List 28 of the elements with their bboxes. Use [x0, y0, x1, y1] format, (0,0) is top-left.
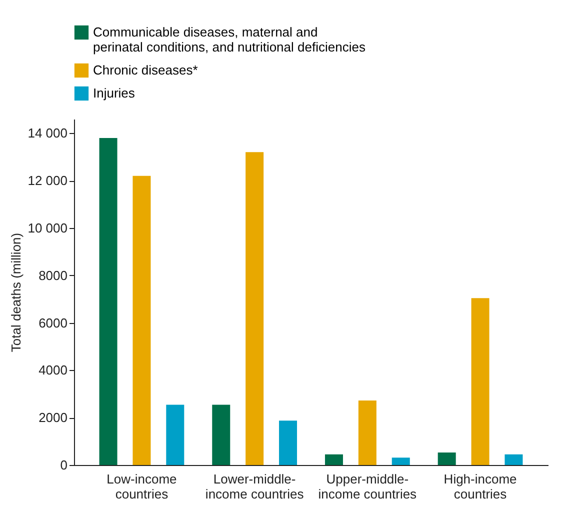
y-tick-label: 2000	[38, 410, 68, 426]
bar	[246, 152, 264, 465]
bar	[438, 452, 456, 465]
bar	[99, 138, 118, 465]
bar	[212, 404, 230, 465]
legend-label: Injuries	[93, 86, 136, 100]
bar	[392, 458, 410, 465]
y-tick-label: 8000	[38, 268, 68, 283]
bar	[358, 400, 376, 465]
y-tick-label: 6000	[38, 315, 68, 330]
y-axis-title: Total deaths (million)	[8, 232, 24, 352]
bar	[471, 298, 490, 465]
x-tick-label: High-income countries	[444, 472, 517, 502]
y-tick-label: 4000	[38, 362, 68, 378]
y-tick-label: 0	[60, 458, 68, 472]
x-tick-label: Low-income countries	[106, 472, 177, 502]
x-tick-label: Upper-middle- income countries	[318, 472, 418, 502]
bar	[324, 454, 343, 465]
bar	[166, 404, 184, 465]
y-tick-label: 12 000	[28, 173, 68, 188]
y-tick-label: 10 000	[28, 220, 68, 236]
legend-label: Chronic diseases*	[93, 62, 198, 78]
y-tick-label: 14 000	[28, 126, 68, 141]
bar	[279, 420, 298, 465]
bar	[132, 176, 151, 465]
bar	[504, 454, 523, 465]
legend-label: Communicable diseases, maternal and perinatal conditions, and nutritional deficiencies	[93, 24, 366, 54]
x-tick-label: Lower-middle- income countries	[205, 472, 304, 502]
